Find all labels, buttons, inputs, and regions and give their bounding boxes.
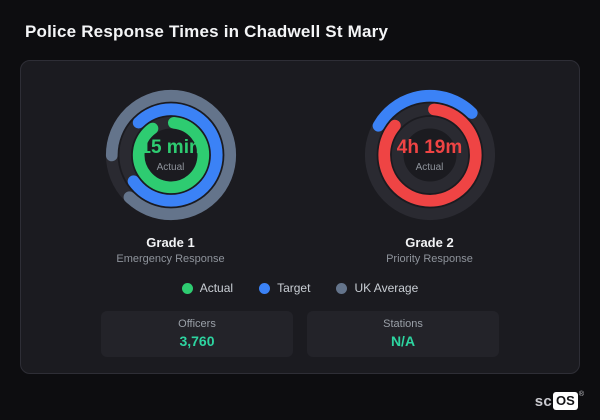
legend-dot-icon [181, 282, 193, 294]
legend-item-uk-average: UK Average [336, 281, 418, 295]
ring-target [118, 103, 223, 207]
scos-logo: sc OS ® [535, 391, 584, 410]
stat-officers: Officers 3,760 [101, 311, 293, 357]
ring-uk-average [105, 89, 236, 221]
gauge-rings-grade1: 15 min Actual [101, 85, 241, 225]
gauge-value-label: 15 min [140, 137, 201, 158]
gauge-subtitle: Priority Response [386, 253, 473, 265]
gauge-center-label: 4h 19m Actual [360, 85, 500, 225]
gauge-rings-grade2: 4h 19m Actual [360, 85, 500, 225]
ring-actual [377, 103, 482, 207]
gauge-rings-chart [105, 89, 236, 221]
gauge-value-sublabel: Actual [415, 162, 444, 173]
gauge-value-label: 4h 19m [396, 137, 463, 158]
gauge-center-label: 15 min Actual [101, 85, 241, 225]
legend-dot-icon [259, 282, 271, 294]
gauge-title: Grade 1 [146, 235, 195, 250]
gauges-row: 15 min Actual Grade 1 Emergency Response 4h … [41, 85, 559, 265]
gauge-subtitle: Emergency Response [116, 253, 225, 265]
gauge-grade2: 4h 19m Actual Grade 2 Priority Response [314, 85, 546, 265]
legend-item-target: Target [259, 281, 310, 295]
logo-text-os: OS [553, 392, 578, 410]
ring-actual [132, 116, 209, 194]
legend-label: Target [277, 281, 311, 295]
gauge-title: Grade 2 [405, 235, 454, 250]
chart-legend: Actual Target UK Average [41, 281, 559, 295]
stat-label: Officers [178, 318, 216, 330]
stat-value: 3,760 [179, 333, 215, 349]
gauge-rings-chart [364, 89, 495, 221]
page-title: Police Response Times in Chadwell St Mar… [25, 22, 389, 41]
stats-row: Officers 3,760 Stations N/A [41, 311, 559, 357]
ring-target [364, 89, 495, 221]
stat-value: N/A [390, 333, 416, 349]
legend-label: UK Average [354, 281, 419, 295]
legend-dot-icon [336, 282, 348, 294]
logo-text-sc: sc [534, 393, 553, 410]
stat-stations: Stations N/A [307, 311, 499, 357]
registered-trademark-icon: ® [578, 391, 584, 398]
legend-item-actual: Actual [181, 281, 234, 295]
gauge-value-sublabel: Actual [156, 162, 185, 173]
gauge-grade1: 15 min Actual Grade 1 Emergency Response [55, 85, 287, 265]
stat-label: Stations [383, 318, 423, 330]
legend-label: Actual [199, 281, 234, 295]
response-times-card: 15 min Actual Grade 1 Emergency Response 4h … [20, 60, 580, 374]
